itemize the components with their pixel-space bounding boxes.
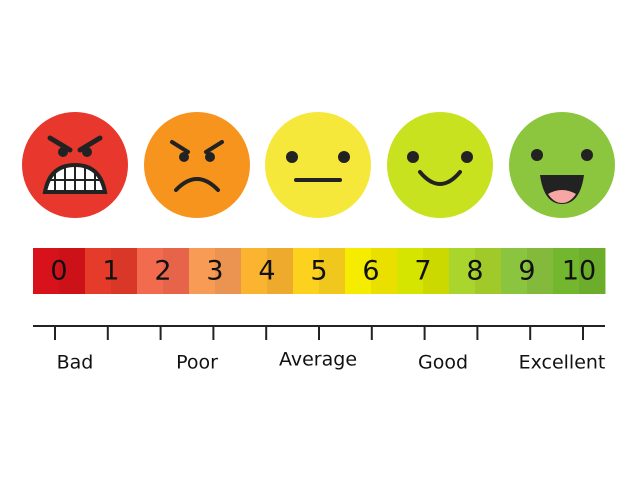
scale-cell xyxy=(293,248,346,294)
scale-number: 0 xyxy=(50,256,67,287)
scale-cell xyxy=(33,248,86,294)
scale-number: 10 xyxy=(562,256,596,287)
cell-shade xyxy=(163,248,189,294)
scale-number: 5 xyxy=(310,256,327,287)
cell-shade xyxy=(423,248,449,294)
scale-cell xyxy=(553,248,606,294)
label: Excellent xyxy=(519,352,606,374)
scale-cell xyxy=(241,248,294,294)
cell-shade xyxy=(475,248,501,294)
scale-cell xyxy=(397,248,450,294)
scale-cell xyxy=(85,248,138,294)
label: Good xyxy=(418,352,468,374)
scale-cell xyxy=(449,248,502,294)
cell-shade xyxy=(215,248,241,294)
scale-number: 2 xyxy=(154,256,171,287)
scale-cell xyxy=(345,248,398,294)
cell-shade xyxy=(319,248,345,294)
face-neutral xyxy=(265,112,371,218)
cell-shade xyxy=(527,248,553,294)
cell-shade xyxy=(59,248,85,294)
cell-shade xyxy=(371,248,397,294)
face-smile xyxy=(387,112,493,218)
scale-number: 6 xyxy=(362,256,379,287)
scale-number: 7 xyxy=(414,256,431,287)
scale-cell xyxy=(501,248,554,294)
face-sad xyxy=(144,112,250,218)
scale-cell xyxy=(137,248,190,294)
face-angry xyxy=(22,112,128,218)
ticks xyxy=(54,326,584,340)
scale-number: 1 xyxy=(102,256,119,287)
label: Bad xyxy=(57,352,94,374)
label: Average xyxy=(279,349,357,371)
scale-number: 4 xyxy=(258,256,275,287)
scale-cell xyxy=(189,248,242,294)
face-happy xyxy=(509,112,615,218)
scale-number: 8 xyxy=(466,256,483,287)
cell-shade xyxy=(579,248,605,294)
cell-shade xyxy=(111,248,137,294)
scale-bar: 0 1 2 3 4 5 6 7 8 9 10 xyxy=(33,248,606,294)
scale-number: 9 xyxy=(518,256,535,287)
label: Poor xyxy=(176,352,218,374)
scale-number: 3 xyxy=(206,256,223,287)
cell-shade xyxy=(267,248,293,294)
